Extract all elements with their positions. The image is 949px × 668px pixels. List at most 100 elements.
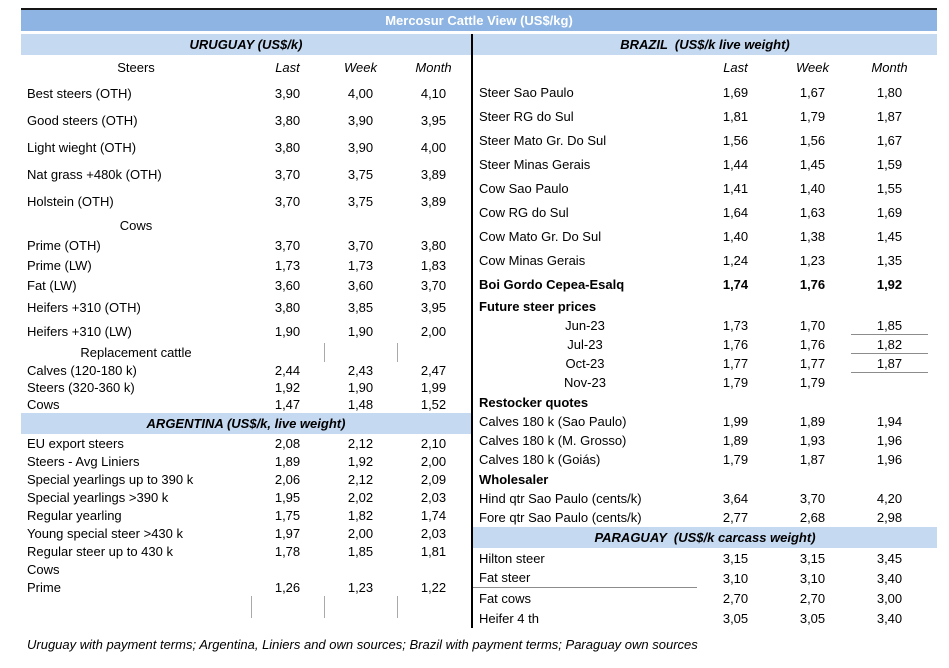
table-row: Cow Sao Paulo 1,41 1,40 1,55 — [473, 176, 937, 200]
table-row: Fat cows 2,70 2,70 3,00 — [473, 588, 937, 608]
value-week — [774, 469, 851, 489]
value-week: 1,90 — [347, 323, 374, 339]
section-header-uruguay: URUGUAY (US$/k) — [21, 34, 471, 55]
value-last: 1,89 — [274, 453, 301, 469]
row-label: Wholesaler — [479, 471, 549, 487]
value-week: Week — [796, 60, 829, 75]
value-week: 3,15 — [799, 550, 826, 566]
row-label: Cow RG do Sul — [479, 204, 569, 220]
table-row: Heifer 4 th 3,05 3,05 3,40 — [473, 608, 937, 628]
value-week: Week — [344, 60, 377, 75]
table-title: Mercosur Cattle View (US$/kg) — [21, 8, 937, 31]
value-month — [397, 560, 470, 578]
row-label: Calves (120-180 k) — [27, 363, 137, 378]
value-last: 3,64 — [722, 491, 749, 506]
value-last: 2,77 — [722, 510, 749, 525]
value-last: 1,92 — [274, 380, 301, 395]
table-row: Calves 180 k (M. Grosso) 1,89 1,93 1,96 — [473, 431, 937, 450]
value-week: 1,63 — [799, 204, 826, 220]
value-week: 2,68 — [799, 510, 826, 525]
value-month: 1,52 — [420, 397, 447, 412]
value-month — [851, 392, 928, 412]
value-week: 1,93 — [799, 433, 826, 448]
table-row: Cows 1,47 1,48 1,52 — [21, 396, 471, 413]
cattle-price-table: Mercosur Cattle View (US$/kg) URUGUAY (U… — [21, 8, 937, 628]
value-last: 1,41 — [722, 180, 749, 196]
table-row: Steers (320-360 k) 1,92 1,90 1,99 — [21, 379, 471, 396]
value-month: 1,74 — [420, 507, 447, 523]
row-label: Restocker quotes — [479, 394, 589, 410]
value-month: 3,00 — [876, 590, 903, 606]
value-week: 2,70 — [799, 590, 826, 606]
value-month: 3,40 — [876, 610, 903, 626]
panel-divider — [471, 34, 473, 628]
table-row: Cows — [21, 215, 471, 235]
value-month: 2,09 — [420, 471, 447, 487]
value-month: 1,59 — [876, 156, 903, 172]
table-row: Light wieght (OTH) 3,80 3,90 4,00 — [21, 134, 471, 161]
value-week: 1,79 — [799, 375, 826, 390]
value-month: 2,00 — [420, 323, 447, 339]
table-row: Hind qtr Sao Paulo (cents/k) 3,64 3,70 4,20 — [473, 489, 937, 508]
value-last: 3,10 — [722, 570, 749, 586]
row-label: Prime — [27, 579, 61, 595]
value-last: 1,78 — [274, 543, 301, 559]
value-month: 3,70 — [420, 277, 447, 293]
table-row: Wholesaler — [473, 469, 937, 489]
value-last — [251, 596, 324, 618]
row-label: Cows — [119, 217, 153, 233]
value-last: 2,08 — [274, 435, 301, 451]
value-last: 1,79 — [722, 452, 749, 467]
value-last: 1,26 — [274, 579, 301, 595]
row-label — [473, 55, 697, 80]
table-row: Steer RG do Sul 1,81 1,79 1,87 — [473, 104, 937, 128]
value-month: 3,95 — [420, 299, 447, 315]
table-row: Future steer prices — [473, 296, 937, 316]
value-month: 1,87 — [851, 354, 928, 373]
value-last: 1,24 — [722, 252, 749, 268]
value-week: 1,79 — [799, 108, 826, 124]
section-header-paraguay: PARAGUAY (US$/k carcass weight) — [473, 527, 937, 548]
table-row: Fat (LW) 3,60 3,60 3,70 — [21, 275, 471, 295]
value-week: 1,92 — [347, 453, 374, 469]
value-week: 1,90 — [347, 380, 374, 395]
value-week: 3,85 — [347, 299, 374, 315]
value-last: 1,95 — [274, 489, 301, 505]
value-week: 2,12 — [347, 471, 374, 487]
row-label: Special yearlings up to 390 k — [27, 471, 194, 487]
value-last: 3,60 — [274, 277, 301, 293]
row-label: Young special steer >430 k — [27, 525, 183, 541]
value-last: 1,56 — [722, 132, 749, 148]
table-row: Regular steer up to 430 k 1,78 1,85 1,81 — [21, 542, 471, 560]
value-week: 1,48 — [347, 397, 374, 412]
row-label: Boi Gordo Cepea-Esalq — [479, 276, 625, 292]
table-row: Good steers (OTH) 3,80 3,90 3,95 — [21, 107, 471, 134]
row-label: Fat steer — [473, 568, 697, 588]
value-month: 1,80 — [876, 84, 903, 100]
value-month: 1,92 — [876, 276, 903, 292]
value-last: 3,05 — [722, 610, 749, 626]
row-label: Jun-23 — [565, 318, 605, 333]
left-panel: URUGUAY (US$/k) Steers Last Week Month Best s… — [21, 34, 471, 628]
table-row: Hilton steer 3,15 3,15 3,45 — [473, 548, 937, 568]
value-week: 3,90 — [347, 140, 374, 155]
table-row: EU export steers 2,08 2,12 2,10 — [21, 434, 471, 452]
value-month: 2,03 — [420, 489, 447, 505]
table-row: Last Week Month — [473, 55, 937, 80]
row-label: Calves 180 k (Sao Paulo) — [479, 414, 627, 429]
table-row: Restocker quotes — [473, 392, 937, 412]
value-month — [851, 296, 928, 316]
row-label: Fore qtr Sao Paulo (cents/k) — [479, 510, 642, 525]
value-last: 2,70 — [722, 590, 749, 606]
value-last: 3,80 — [274, 299, 301, 315]
value-week — [324, 343, 397, 362]
table-row: Young special steer >430 k 1,97 2,00 2,03 — [21, 524, 471, 542]
value-last — [251, 560, 324, 578]
value-week: 3,60 — [347, 277, 374, 293]
value-month — [851, 373, 928, 392]
value-month: 1,22 — [420, 579, 447, 595]
value-month: 1,96 — [876, 452, 903, 467]
value-last — [251, 343, 324, 362]
row-label: Replacement cattle — [80, 345, 192, 360]
value-week — [774, 392, 851, 412]
